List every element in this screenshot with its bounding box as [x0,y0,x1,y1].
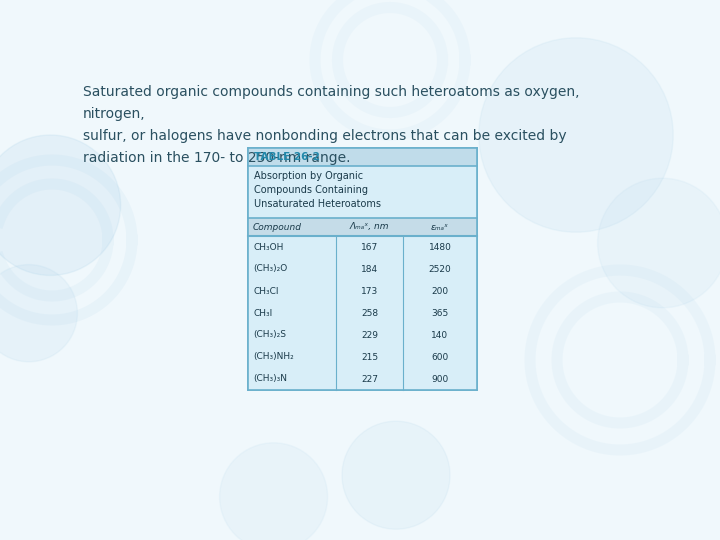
Text: TABLE 26-2: TABLE 26-2 [254,152,320,162]
Text: 258: 258 [361,308,378,318]
Text: Compounds Containing: Compounds Containing [254,185,368,195]
Circle shape [479,38,673,232]
Bar [248,148,477,166]
Bar [248,346,477,368]
Text: 600: 600 [431,353,449,361]
Text: 167: 167 [361,242,378,252]
Text: Absorption by Organic: Absorption by Organic [254,171,363,181]
Text: 173: 173 [361,287,378,295]
Text: nitrogen,: nitrogen, [83,107,145,121]
Text: 227: 227 [361,375,378,383]
Text: 2520: 2520 [428,265,451,273]
Bar [248,166,477,218]
Text: (CH₃)₂O: (CH₃)₂O [253,265,287,273]
Bar [248,218,477,236]
Text: 215: 215 [361,353,378,361]
Bar [248,280,477,302]
Text: radiation in the 170- to 250-nm range.: radiation in the 170- to 250-nm range. [83,151,351,165]
Text: CH₃OH: CH₃OH [253,242,284,252]
Circle shape [342,421,450,529]
Text: Λₘₐˣ, nm: Λₘₐˣ, nm [350,222,390,232]
Text: Unsaturated Heteroatoms: Unsaturated Heteroatoms [254,199,381,209]
Circle shape [317,162,403,248]
Text: (CH₃)NH₂: (CH₃)NH₂ [253,353,294,361]
Text: 229: 229 [361,330,378,340]
Text: 365: 365 [431,308,449,318]
Text: sulfur, or halogens have nonbonding electrons that can be excited by: sulfur, or halogens have nonbonding elec… [83,129,567,143]
Text: 140: 140 [431,330,449,340]
Text: 1480: 1480 [428,242,451,252]
Text: 200: 200 [431,287,449,295]
Text: (CH₃)₃N: (CH₃)₃N [253,375,287,383]
Bar [248,148,477,390]
Text: Compound: Compound [253,222,302,232]
Circle shape [598,178,720,308]
Bar [248,302,477,324]
Circle shape [0,265,78,362]
Bar [248,258,477,280]
Text: 184: 184 [361,265,378,273]
Circle shape [220,443,328,540]
Text: Saturated organic compounds containing such heteroatoms as oxygen,: Saturated organic compounds containing s… [83,85,580,99]
Bar [248,368,477,390]
Bar [248,236,477,258]
Text: 900: 900 [431,375,449,383]
Text: (CH₃)₂S: (CH₃)₂S [253,330,286,340]
Text: CH₃Cl: CH₃Cl [253,287,279,295]
Circle shape [0,135,121,275]
Bar [248,324,477,346]
Text: εₘₐˣ: εₘₐˣ [431,222,449,232]
Text: CH₃I: CH₃I [253,308,272,318]
